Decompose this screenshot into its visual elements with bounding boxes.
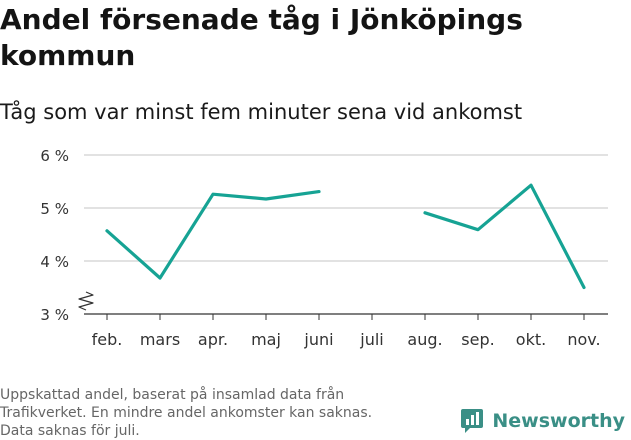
footnote-line: Trafikverket. En mindre andel ankomster … bbox=[0, 405, 373, 421]
x-tick-label: okt. bbox=[516, 330, 546, 349]
series-line-segment bbox=[423, 183, 586, 290]
brand-logo: Newsworthy bbox=[460, 408, 625, 434]
footnote-line: Data saknas för juli. bbox=[0, 423, 140, 439]
x-tick-label: nov. bbox=[567, 330, 600, 349]
grid-lines bbox=[84, 154, 608, 315]
y-tick-label: 4 % bbox=[40, 253, 69, 271]
brand-name: Newsworthy bbox=[492, 410, 625, 432]
y-axis-ticks: 3 % 4 % 5 % 6 % bbox=[40, 147, 69, 324]
footnote-line: Uppskattad andel, baserat på insamlad da… bbox=[0, 387, 345, 403]
line-chart: 3 % 4 % 5 % 6 % feb. mars apr. maj juni juli aug.… bbox=[40, 147, 608, 349]
axis-break-marker bbox=[78, 291, 94, 311]
x-tick-label: sep. bbox=[461, 330, 494, 349]
y-tick-label: 3 % bbox=[40, 306, 69, 324]
footnote: Uppskattad andel, baserat på insamlad da… bbox=[0, 386, 440, 440]
x-axis-ticks: feb. mars apr. maj juni juli aug. sep. okt. nov. bbox=[92, 314, 601, 349]
chart-title: Andel försenade tåg i Jönköpings kommun bbox=[0, 3, 523, 72]
axis-break-zigzag bbox=[78, 291, 94, 311]
x-tick-label: mars bbox=[140, 330, 180, 349]
series-line-segment bbox=[105, 190, 321, 280]
x-tick-label: maj bbox=[251, 330, 281, 349]
chart-subtitle: Tåg som var minst fem minuter sena vid a… bbox=[0, 100, 523, 124]
x-tick-label: juli bbox=[359, 330, 383, 349]
series-lines bbox=[105, 183, 586, 290]
x-tick-label: feb. bbox=[92, 330, 123, 349]
y-tick-label: 5 % bbox=[40, 200, 69, 218]
x-tick-label: juni bbox=[303, 330, 333, 349]
x-tick-label: aug. bbox=[407, 330, 442, 349]
x-tick-label: apr. bbox=[198, 330, 228, 349]
newsworthy-logo-icon bbox=[461, 409, 484, 433]
y-tick-label: 6 % bbox=[40, 147, 69, 165]
